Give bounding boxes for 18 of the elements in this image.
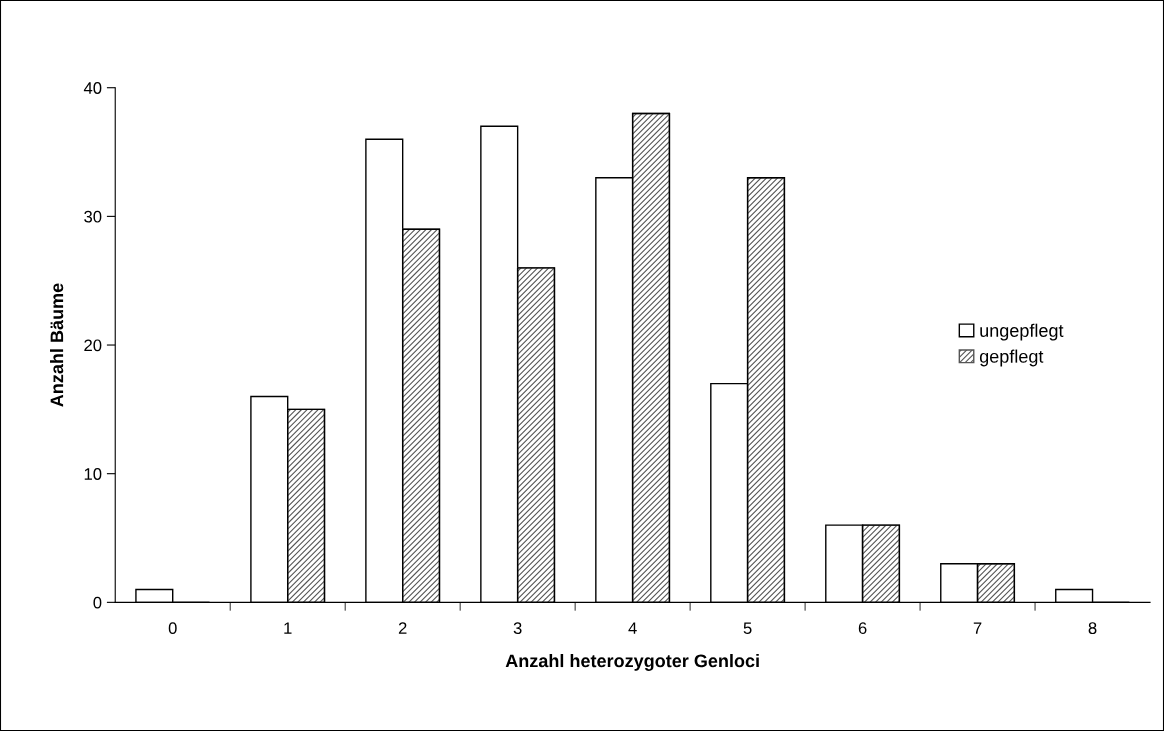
x-tick-label: 5 <box>743 622 752 635</box>
x-tick-label: 6 <box>858 622 867 635</box>
legend-label: gepflegt <box>979 349 1044 367</box>
y-tick-label: 10 <box>84 468 102 480</box>
x-tick-label: 8 <box>1088 622 1097 635</box>
x-tick-label: 7 <box>973 622 982 634</box>
x-axis-title: Anzahl heterozygoter Genloci <box>505 653 759 671</box>
x-tick-label: 1 <box>284 622 292 634</box>
x-tick-label: 4 <box>628 622 637 634</box>
y-tick-label: 20 <box>84 339 102 352</box>
y-axis-title: Anzahl Bäume <box>50 283 64 407</box>
legend-label: ungepflegt <box>980 323 1064 341</box>
x-tick-label: 0 <box>168 622 177 635</box>
y-tick-label: 40 <box>83 82 102 94</box>
x-tick-label: 3 <box>513 622 522 635</box>
y-tick-label: 0 <box>93 596 102 609</box>
y-tick-label: 30 <box>84 210 102 223</box>
x-tick-label: 2 <box>398 622 407 634</box>
